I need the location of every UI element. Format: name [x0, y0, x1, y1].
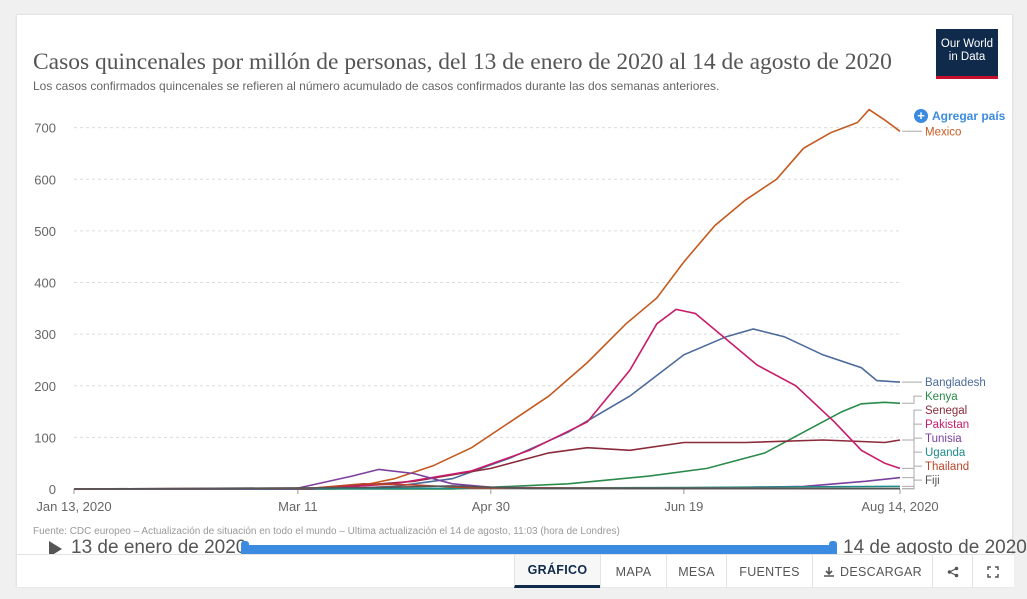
legend-label-bangladesh: Bangladesh: [925, 377, 986, 389]
tab-chart[interactable]: GRÁFICO: [514, 555, 600, 588]
tab-sources-label: FUENTES: [739, 564, 800, 579]
logo-line-1: Our World: [940, 38, 994, 50]
timeline-track[interactable]: [245, 545, 833, 555]
timeline-slider[interactable]: 13 de enero de 2020 14 de agosto de 2020: [33, 537, 1027, 561]
legend-label-senegal: Senegal: [925, 405, 967, 417]
tab-map[interactable]: MAPA: [600, 555, 666, 588]
y-tick-label: 100: [34, 430, 56, 445]
series-line-mexico: [74, 108, 901, 490]
legend-connector: [902, 395, 922, 404]
share-button[interactable]: [932, 555, 972, 588]
timeline-end-handle[interactable]: [829, 541, 837, 559]
legend-label-fiji: Fiji: [925, 475, 940, 487]
legend-connector: [902, 423, 922, 469]
series-line-tunisia: [74, 468, 901, 490]
x-tick-label: Mar 11: [278, 499, 318, 514]
legend-connector: [902, 409, 922, 441]
line-chart: 0 100 200 300 400 500 600 700 Jan 13, 2020 Mar 11…: [34, 108, 986, 514]
y-tick-label: 200: [34, 379, 56, 394]
tab-table-label: MESA: [678, 564, 715, 579]
tab-download-label: DESCARGAR: [840, 564, 922, 579]
tab-table[interactable]: MESA: [666, 555, 726, 588]
add-country-button[interactable]: + Agregar país: [914, 109, 1005, 123]
x-tick-label: Jan 13, 2020: [36, 499, 111, 514]
y-tick-label: 600: [34, 172, 56, 187]
y-tick-label: 500: [34, 224, 56, 239]
x-tick-label: Jun 19: [664, 499, 703, 514]
y-tick-label: 300: [34, 327, 56, 342]
logo-line-2: in Data: [948, 51, 986, 63]
fullscreen-button[interactable]: [972, 555, 1013, 588]
tab-download[interactable]: DESCARGAR: [812, 555, 932, 588]
chart-title: Casos quincenales por millón de personas…: [33, 49, 892, 75]
legend-connector: [902, 437, 922, 479]
play-icon[interactable]: [49, 541, 62, 557]
source-footnote: Fuente: CDC europeo – Actualización de s…: [33, 526, 620, 537]
series-line-kenya: [74, 401, 901, 490]
plus-circle-icon: +: [914, 109, 928, 123]
legend-connector: [902, 451, 922, 487]
owid-logo[interactable]: Our World in Data: [936, 29, 998, 79]
download-icon: [824, 566, 835, 577]
share-icon: [947, 566, 958, 577]
legend-label-tunisia: Tunisia: [925, 433, 962, 445]
legend-label-uganda: Uganda: [925, 447, 966, 459]
tab-chart-label: GRÁFICO: [527, 563, 588, 577]
legend-connector: [902, 479, 922, 490]
series-line-pakistan: [74, 308, 901, 490]
timeline-start-label: 13 de enero de 2020: [71, 537, 247, 558]
y-tick-label: 700: [34, 121, 56, 136]
legend-label-mexico: Mexico: [925, 126, 961, 138]
series-line-bangladesh: [74, 328, 901, 490]
tab-sources[interactable]: FUENTES: [726, 555, 812, 588]
timeline-end-label: 14 de agosto de 2020: [843, 537, 1027, 558]
y-tick-label: 400: [34, 276, 56, 291]
add-country-label: Agregar país: [932, 109, 1006, 123]
chart-subtitle: Los casos confirmados quincenales se ref…: [33, 79, 720, 93]
tab-map-label: MAPA: [615, 564, 652, 579]
y-tick-label: 0: [49, 482, 56, 497]
fullscreen-icon: [987, 565, 999, 578]
x-tick-label: Aug 14, 2020: [861, 499, 938, 514]
series-line-fiji: [73, 485, 901, 490]
timeline-start-handle[interactable]: [241, 541, 249, 559]
chart-card: Casos quincenales por millón de personas…: [16, 14, 1027, 588]
x-tick-label: Apr 30: [472, 499, 510, 514]
legend-label-pakistan: Pakistan: [925, 419, 969, 431]
legend-label-kenya: Kenya: [925, 391, 958, 403]
legend-label-thailand: Thailand: [925, 461, 969, 473]
bottom-tab-bar: GRÁFICO MAPA MESA FUENTES DESCARGAR: [17, 554, 1014, 588]
